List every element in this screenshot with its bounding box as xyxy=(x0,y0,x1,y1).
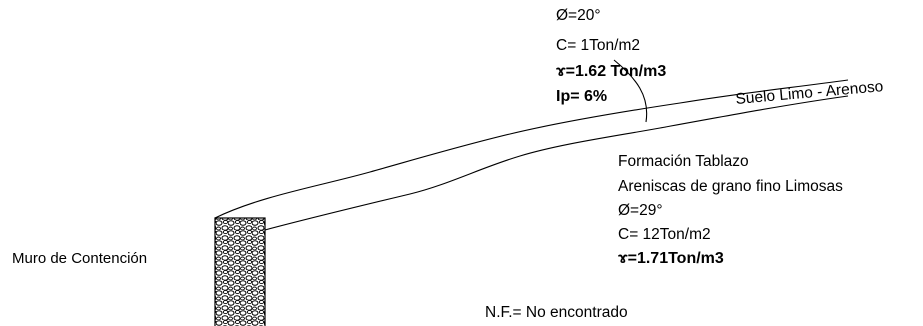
layer-boundary-line xyxy=(264,95,849,231)
lower-unit-weight-label: ɤ=1.71Ton/m3 xyxy=(618,250,724,267)
retaining-wall-label: Muro de Contención xyxy=(12,250,147,267)
leader-line xyxy=(613,59,648,123)
upper-cohesion-label: C= 1Ton/m2 xyxy=(556,37,640,54)
upper-unit-weight-label: ɤ=1.62 Ton/m3 xyxy=(556,63,666,80)
upper-phi-label: Ø=20° xyxy=(556,7,601,24)
retaining-wall xyxy=(214,217,266,326)
formation-name: Formación Tablazo xyxy=(618,153,749,170)
formation-description: Areniscas de grano fino Limosas xyxy=(618,178,843,195)
upper-layer-name: Suelo Limo - Arenoso xyxy=(735,78,884,108)
lower-cohesion-label: C= 12Ton/m2 xyxy=(618,226,711,243)
upper-plasticity-index-label: Ip= 6% xyxy=(556,88,607,105)
water-table-note: N.F.= No encontrado xyxy=(485,304,628,321)
ground-surface-line xyxy=(214,79,849,219)
lower-phi-label: Ø=29° xyxy=(618,202,663,219)
